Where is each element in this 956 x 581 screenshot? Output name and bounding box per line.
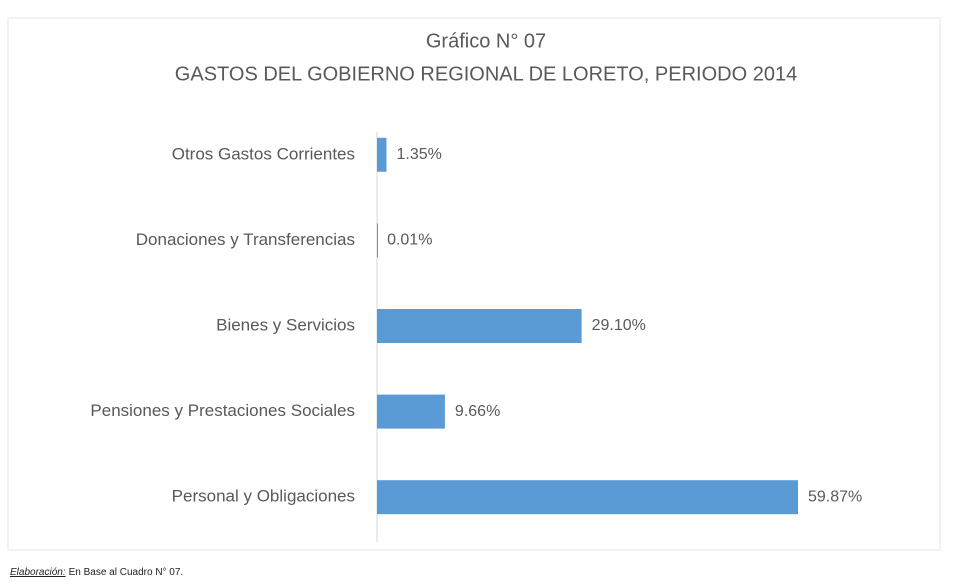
y-tick-label: Donaciones y Transferencias (136, 230, 355, 249)
source-note: Elaboración: En Base al Cuadro N° 07. (10, 567, 183, 578)
value-label: 29.10% (592, 317, 646, 334)
y-tick-label: Pensiones y Prestaciones Sociales (90, 401, 355, 420)
y-tick-label: Bienes y Servicios (216, 315, 355, 334)
value-label: 59.87% (808, 488, 862, 505)
chart-title: Gráfico N° 07 (426, 30, 546, 52)
bar (377, 137, 387, 172)
bar (377, 309, 582, 343)
source-text: En Base al Cuadro N° 07. (69, 567, 184, 578)
value-label: 9.66% (455, 403, 500, 420)
y-tick-label: Personal y Obligaciones (172, 487, 355, 506)
bar (377, 394, 445, 429)
chart-frame (7, 17, 941, 551)
bar (377, 223, 378, 258)
value-label: 1.35% (396, 146, 441, 163)
value-label: 0.01% (387, 232, 432, 249)
bar (377, 480, 798, 515)
y-tick-label: Otros Gastos Corrientes (172, 144, 355, 163)
source-label: Elaboración: (10, 567, 66, 578)
chart-subtitle: GASTOS DEL GOBIERNO REGIONAL DE LORETO, … (175, 63, 797, 85)
